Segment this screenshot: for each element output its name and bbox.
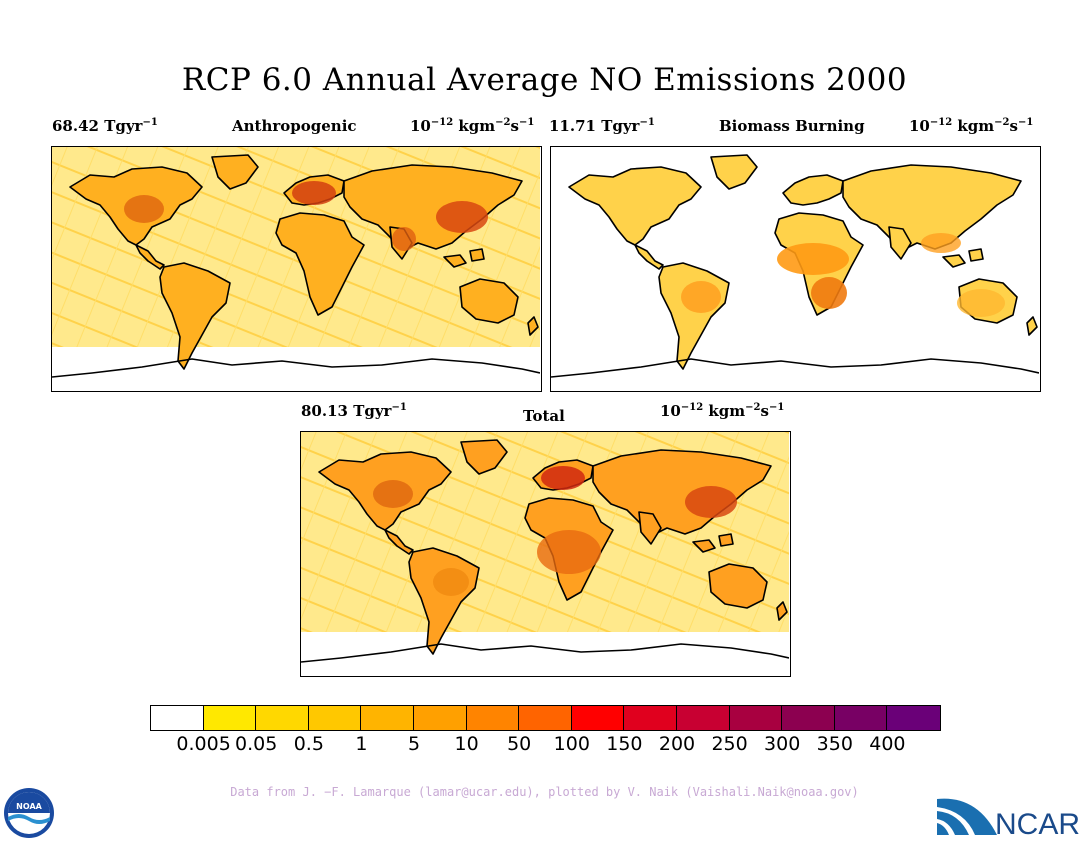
biomass-units-label: 10−12 kgm−2s−1 [909, 117, 1034, 135]
colorbar-swatch [256, 706, 309, 730]
colorbar-tick-label: 150 [606, 733, 643, 755]
colorbar-swatch [466, 706, 520, 730]
total-panel-title: Total [523, 407, 565, 425]
colorbar-tick-label: 0.5 [293, 733, 324, 755]
biomass-panel-title: Biomass Burning [719, 117, 865, 135]
total-units-label: 10−12 kgm−2s−1 [660, 402, 785, 420]
colorbar-tick-label: 100 [553, 733, 590, 755]
colorbar-swatch [413, 706, 467, 730]
total-total-label: 80.13 Tgyr−1 [301, 402, 407, 420]
colorbar-swatch [203, 706, 257, 730]
colorbar-swatch [519, 706, 572, 730]
colorbar-swatch [834, 706, 888, 730]
colorbar-swatch [676, 706, 730, 730]
colorbar-swatch [361, 706, 414, 730]
anthro-panel-title: Anthropogenic [232, 117, 357, 135]
colorbar-swatch [729, 706, 783, 730]
figure-title: RCP 6.0 Annual Average NO Emissions 2000 [181, 62, 908, 98]
colorbar-tick-label: 0.005 [176, 733, 231, 755]
svg-text:NOAA: NOAA [16, 802, 42, 811]
data-credit: Data from J. −F. Lamarque (lamar@ucar.ed… [230, 785, 859, 799]
colorbar-swatch [782, 706, 835, 730]
colorbar-tick-label: 350 [816, 733, 853, 755]
colorbar-swatch [571, 706, 625, 730]
total-map [300, 431, 791, 677]
svg-text:NCAR: NCAR [995, 808, 1080, 839]
colorbar-tick-label: 0.05 [235, 733, 278, 755]
anthropogenic-map [51, 146, 542, 392]
anthro-units-label: 10−12 kgm−2s−1 [410, 117, 535, 135]
biomass-map [550, 146, 1041, 392]
colorbar-tick-label: 50 [507, 733, 532, 755]
colorbar [150, 705, 941, 731]
anthro-total-label: 68.42 Tgyr−1 [52, 117, 158, 135]
noaa-logo: NOAA [3, 787, 55, 839]
colorbar-swatch [308, 706, 362, 730]
colorbar-swatch [624, 706, 677, 730]
colorbar-swatch [151, 706, 204, 730]
colorbar-tick-label: 400 [869, 733, 906, 755]
colorbar-swatch [887, 706, 940, 730]
biomass-total-label: 11.71 Tgyr−1 [549, 117, 655, 135]
colorbar-tick-label: 250 [711, 733, 748, 755]
colorbar-tick-label: 5 [407, 733, 421, 755]
colorbar-tick-label: 10 [454, 733, 479, 755]
ncar-logo: NCAR [937, 797, 1087, 841]
colorbar-tick-label: 200 [658, 733, 696, 755]
colorbar-tick-label: 1 [355, 733, 368, 755]
colorbar-tick-label: 300 [764, 733, 801, 755]
